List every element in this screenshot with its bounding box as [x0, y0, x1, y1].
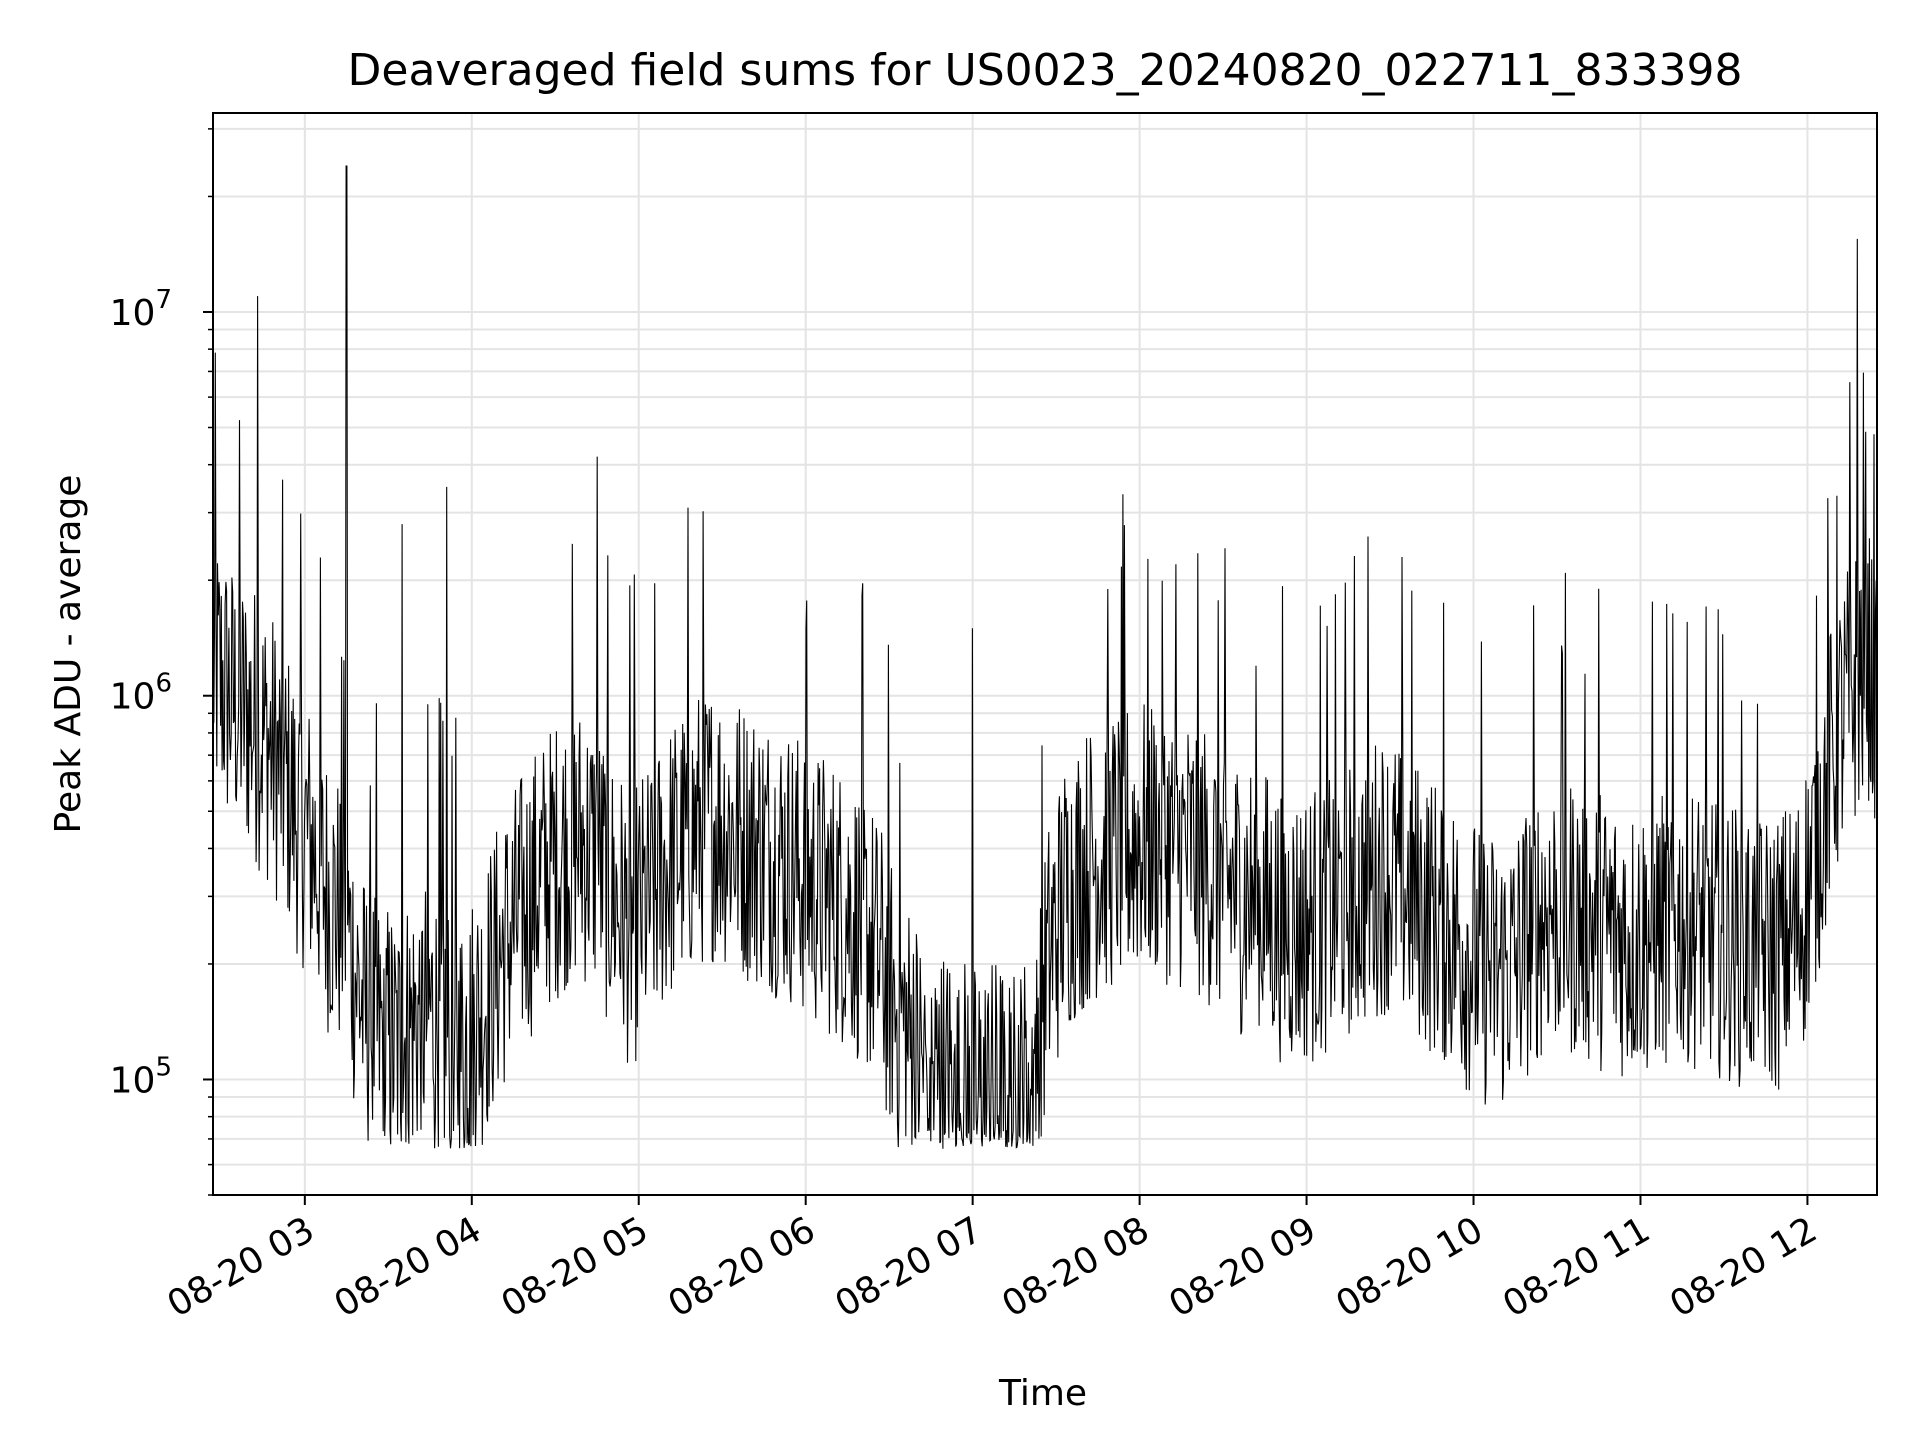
- x-tick-label: 08-20 07: [828, 1209, 989, 1325]
- chart-title: Deaveraged field sums for US0023_2024082…: [348, 45, 1743, 96]
- x-tick-label: 08-20 05: [495, 1209, 656, 1325]
- y-axis-label: Peak ADU - average: [48, 475, 89, 834]
- y-tick-label: 107: [110, 285, 172, 334]
- x-tick-label: 08-20 04: [328, 1209, 489, 1325]
- x-tick-label: 08-20 09: [1162, 1209, 1323, 1325]
- plot-frame: [212, 112, 1878, 1196]
- y-tick-label: 106: [110, 669, 172, 718]
- series-line: [212, 165, 1878, 1149]
- x-tick-label: 08-20 11: [1496, 1209, 1657, 1325]
- x-tick-label: 08-20 10: [1329, 1209, 1490, 1325]
- x-tick-label: 08-20 06: [662, 1209, 823, 1325]
- x-axis-label: Time: [998, 1373, 1087, 1414]
- grid: [213, 113, 1877, 1196]
- x-tick-label: 08-20 08: [995, 1209, 1156, 1325]
- y-tick-label: 105: [110, 1052, 172, 1101]
- x-tick-label: 08-20 03: [161, 1209, 322, 1325]
- x-tick-label: 08-20 12: [1663, 1209, 1824, 1325]
